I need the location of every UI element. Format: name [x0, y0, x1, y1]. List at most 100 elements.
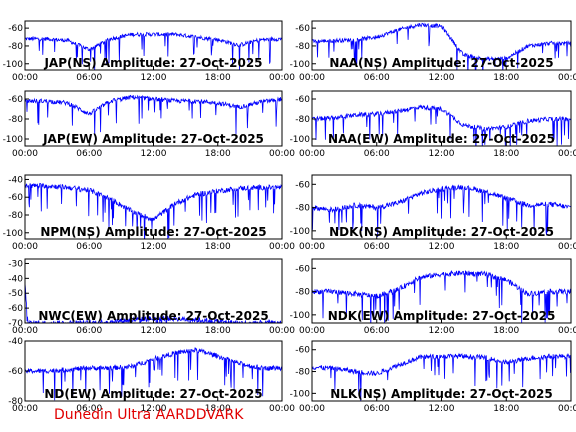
panel-title: JAP(NS) Amplitude: 27-Oct-2025 [43, 56, 262, 70]
chart-panel-0: 00:00 06:00 12:00 18:00 00:00 -60 -80 -100 JAP(N… [3, 20, 295, 83]
panel-title: NPM(NS) Amplitude: 27-Oct-2025 [40, 225, 266, 239]
y-tick-label: -80 [295, 42, 310, 52]
y-tick-label: -60 [295, 24, 310, 34]
panel-title: JAP(EW) Amplitude: 27-Oct-2025 [42, 132, 264, 146]
y-tick-label: -80 [295, 115, 310, 125]
y-tick-label: -60 [295, 264, 310, 274]
x-tick-label: 00:00 [269, 242, 295, 252]
panel-title: NDK(NS) Amplitude: 27-Oct-2025 [329, 225, 554, 239]
x-tick-label: 00:00 [12, 326, 38, 336]
x-tick-label: 18:00 [493, 242, 519, 252]
x-tick-label: 06:00 [76, 149, 102, 159]
amplitude-series-line [312, 104, 571, 146]
x-tick-label: 12:00 [429, 242, 455, 252]
chart-panel-1: 00:00 06:00 12:00 18:00 00:00 -60 -80 -100 NAA(N… [290, 20, 576, 83]
y-tick-label: -40 [8, 175, 23, 185]
x-tick-label: 18:00 [493, 326, 519, 336]
chart-panel-6: 00:00 06:00 12:00 18:00 00:00 -30 -40 -50 -60 -70… [8, 258, 295, 336]
x-tick-label: 06:00 [364, 404, 390, 414]
x-tick-label: 00:00 [299, 242, 325, 252]
y-tick-label: -60 [8, 304, 23, 314]
amplitude-series-line [25, 347, 282, 401]
x-tick-label: 18:00 [205, 73, 231, 83]
x-tick-label: 00:00 [299, 404, 325, 414]
x-tick-label: 12:00 [429, 326, 455, 336]
y-tick-label: -80 [295, 368, 310, 378]
y-tick-label: -80 [295, 204, 310, 214]
y-tick-label: -60 [295, 180, 310, 190]
y-tick-label: -60 [8, 24, 23, 34]
x-tick-label: 18:00 [493, 149, 519, 159]
x-tick-label: 00:00 [558, 404, 576, 414]
y-tick-label: -70 [8, 319, 23, 329]
y-tick-label: -100 [290, 60, 311, 70]
x-tick-label: 00:00 [558, 242, 576, 252]
x-tick-label: 00:00 [12, 73, 38, 83]
amplitude-series-line [312, 184, 571, 238]
x-tick-label: 12:00 [141, 149, 167, 159]
x-tick-label: 18:00 [205, 149, 231, 159]
x-tick-label: 18:00 [493, 404, 519, 414]
panel-title: NWC(EW) Amplitude: 27-Oct-2025 [38, 309, 268, 323]
x-tick-label: 12:00 [141, 73, 167, 83]
x-tick-label: 18:00 [205, 242, 231, 252]
y-tick-label: -30 [8, 259, 23, 269]
x-tick-label: 06:00 [76, 326, 102, 336]
x-tick-label: 00:00 [558, 149, 576, 159]
amplitude-series-line [312, 352, 571, 401]
x-tick-label: 12:00 [429, 404, 455, 414]
x-tick-label: 00:00 [299, 73, 325, 83]
credit-label: Dunedin Ultra AARDDVARK [54, 407, 244, 423]
y-tick-label: -60 [295, 95, 310, 105]
amplitude-series-line [312, 22, 571, 70]
x-tick-label: 00:00 [299, 149, 325, 159]
x-tick-label: 18:00 [493, 73, 519, 83]
x-tick-label: 06:00 [364, 73, 390, 83]
amplitude-series-line [25, 94, 282, 136]
x-tick-label: 00:00 [269, 326, 295, 336]
x-tick-label: 00:00 [12, 404, 38, 414]
x-tick-label: 12:00 [141, 326, 167, 336]
y-tick-label: -60 [295, 346, 310, 356]
panel-title: NAA(EW) Amplitude: 27-Oct-2025 [328, 132, 555, 146]
chart-panel-2: 00:00 06:00 12:00 18:00 00:00 -60 -80 -100 JAP(E… [3, 90, 295, 159]
x-tick-label: 00:00 [269, 73, 295, 83]
x-tick-label: 00:00 [558, 73, 576, 83]
panel-title: NAA(NS) Amplitude: 27-Oct-2025 [329, 56, 553, 70]
x-tick-label: 12:00 [141, 404, 167, 414]
x-tick-label: 06:00 [76, 73, 102, 83]
amplitude-series-line [25, 31, 282, 70]
amplitude-series-line [25, 282, 282, 323]
y-tick-label: -80 [8, 42, 23, 52]
chart-panel-9: 00:00 06:00 12:00 18:00 00:00 -60 -80 -100 NLK(N… [290, 340, 576, 414]
x-tick-label: 18:00 [205, 326, 231, 336]
y-tick-label: -80 [8, 211, 23, 221]
x-tick-label: 06:00 [364, 326, 390, 336]
y-tick-label: -60 [8, 367, 23, 377]
y-tick-label: -100 [290, 135, 311, 145]
x-tick-label: 12:00 [429, 149, 455, 159]
x-tick-label: 18:00 [205, 404, 231, 414]
amplitude-series-line [312, 270, 571, 323]
chart-panel-8: 00:00 06:00 12:00 18:00 00:00 -40 -60 -80 ND(EW)… [8, 337, 295, 414]
x-tick-label: 00:00 [269, 404, 295, 414]
y-tick-label: -100 [3, 60, 24, 70]
chart-panel-4: 00:00 06:00 12:00 18:00 00:00 -40 -60 -80 -100 NP… [3, 174, 295, 252]
y-tick-label: -100 [290, 311, 311, 321]
x-tick-label: 00:00 [299, 326, 325, 336]
y-tick-label: -100 [290, 227, 311, 237]
x-tick-label: 00:00 [558, 326, 576, 336]
chart-panel-5: 00:00 06:00 12:00 18:00 00:00 -60 -80 -100 NDK(N… [290, 174, 576, 252]
x-tick-label: 06:00 [364, 149, 390, 159]
y-tick-label: -50 [8, 289, 23, 299]
x-tick-label: 12:00 [141, 242, 167, 252]
panel-title: NDK(EW) Amplitude: 27-Oct-2025 [328, 309, 556, 323]
y-tick-label: -100 [290, 389, 311, 399]
y-tick-label: -40 [8, 274, 23, 284]
x-tick-label: 06:00 [364, 242, 390, 252]
x-tick-label: 12:00 [429, 73, 455, 83]
y-tick-label: -100 [3, 135, 24, 145]
y-tick-label: -40 [8, 337, 23, 347]
x-tick-label: 00:00 [269, 149, 295, 159]
